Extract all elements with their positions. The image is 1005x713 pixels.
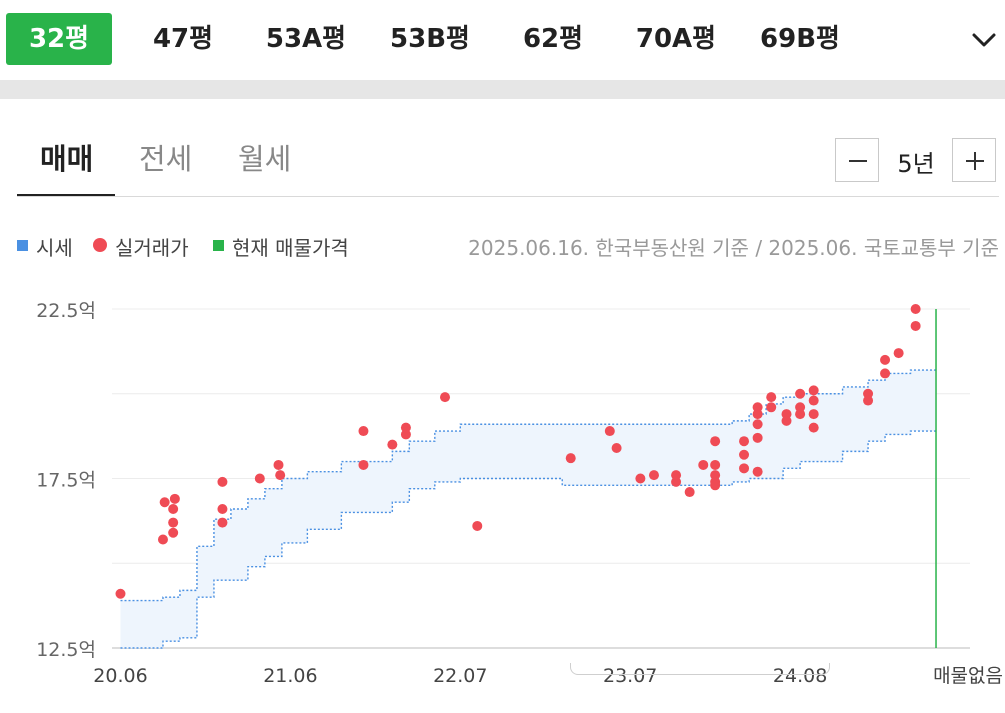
size-tab-53a[interactable]: 53A평	[265, 24, 347, 54]
legend-listing-price-marker	[213, 240, 224, 251]
x-tick-label: 21.06	[263, 665, 317, 687]
deal-point	[880, 368, 891, 379]
deal-point	[565, 453, 576, 464]
deal-point	[169, 493, 180, 504]
y-tick-label: 22.5억	[36, 300, 96, 322]
deal-point	[387, 439, 398, 450]
period-decrease-button[interactable]	[835, 138, 879, 182]
y-tick-label: 17.5억	[36, 470, 96, 492]
deal-point	[710, 459, 721, 470]
size-tab-32[interactable]: 32평	[6, 13, 112, 65]
deal-point	[472, 520, 483, 531]
chart-scrollbar[interactable]	[570, 663, 830, 675]
deal-point	[440, 392, 451, 403]
deal-point	[671, 470, 682, 481]
deal-point	[808, 422, 819, 433]
deal-point	[159, 497, 170, 508]
deal-point	[217, 476, 228, 487]
deal-point	[275, 470, 286, 481]
deal-point	[168, 504, 179, 515]
plus-icon	[966, 152, 984, 170]
x-end-label: 매물없음	[933, 665, 1003, 687]
minus-icon	[849, 160, 867, 162]
size-tab-70a[interactable]: 70A평	[635, 24, 717, 54]
deal-point	[808, 385, 819, 396]
deal-point	[910, 320, 921, 331]
deal-point	[611, 442, 622, 453]
deal-point	[168, 517, 179, 528]
deal-point	[115, 588, 126, 599]
deal-point	[254, 473, 265, 484]
deal-point	[766, 392, 777, 403]
deal-point	[739, 463, 750, 474]
tab-jeonse[interactable]: 전세	[139, 142, 193, 176]
price-chart[interactable]: 12.5억 17.5억 22.5억 20.06 21.06 22.07 23.07 24.08…	[0, 280, 1005, 700]
deal-point	[893, 348, 904, 359]
tab-sale[interactable]: 매매	[40, 142, 94, 176]
deal-point	[766, 402, 777, 413]
deal-point	[358, 426, 369, 437]
deal-point	[739, 436, 750, 447]
period-value: 5년	[897, 150, 935, 178]
deal-point	[752, 466, 763, 477]
deal-point	[684, 487, 695, 498]
legend-actual-deal-marker	[93, 238, 107, 252]
deal-point	[808, 395, 819, 406]
tab-monthly-rent[interactable]: 월세	[238, 142, 292, 176]
legend-market-price-marker	[17, 240, 28, 251]
deal-point	[863, 395, 874, 406]
deal-point	[752, 409, 763, 420]
deal-point	[400, 422, 411, 433]
size-tab-47[interactable]: 47평	[152, 24, 214, 54]
section-divider	[0, 80, 1005, 99]
tab-active-underline	[17, 194, 115, 197]
deal-point	[273, 459, 284, 470]
size-tab-bar: 32평 47평 53A평 53B평 62평 70A평 69B평	[0, 0, 1005, 80]
deal-point	[698, 459, 709, 470]
deal-point	[781, 415, 792, 426]
period-increase-button[interactable]	[952, 138, 996, 182]
legend-actual-deal: 실거래가	[115, 236, 189, 260]
deal-point	[752, 419, 763, 430]
x-tick-label: 24.08	[773, 665, 827, 687]
deal-point	[358, 459, 369, 470]
deal-point	[157, 534, 168, 545]
chevron-down-icon[interactable]	[968, 26, 1000, 54]
size-tab-53b[interactable]: 53B평	[390, 24, 470, 54]
deal-point	[217, 517, 228, 528]
data-source-note: 2025.06.16. 한국부동산원 기준 / 2025.06. 국토교통부 기…	[468, 236, 999, 260]
deal-point	[604, 426, 615, 437]
tab-divider	[17, 196, 999, 197]
deal-point	[739, 449, 750, 460]
size-tab-69b[interactable]: 69B평	[760, 24, 840, 54]
legend-listing-price: 현재 매물가격	[232, 236, 349, 260]
deal-point	[880, 354, 891, 365]
deal-point	[710, 436, 721, 447]
deal-point	[217, 504, 228, 515]
y-tick-label: 12.5억	[36, 639, 96, 661]
market-price-upper-line	[120, 369, 937, 602]
market-price-lower-line	[120, 430, 937, 649]
deal-point	[752, 432, 763, 443]
x-tick-label: 20.06	[93, 665, 147, 687]
deal-point	[168, 527, 179, 538]
deal-point	[795, 409, 806, 420]
legend-market-price: 시세	[36, 236, 73, 260]
market-price-band	[120, 370, 936, 648]
deal-point	[808, 409, 819, 420]
x-tick-label: 22.07	[433, 665, 487, 687]
deal-point	[710, 480, 721, 491]
deal-point	[648, 470, 659, 481]
deal-point	[795, 388, 806, 399]
deal-point	[635, 473, 646, 484]
size-tab-62[interactable]: 62평	[522, 24, 584, 54]
deal-point	[910, 304, 921, 314]
x-tick-label: 23.07	[603, 665, 657, 687]
